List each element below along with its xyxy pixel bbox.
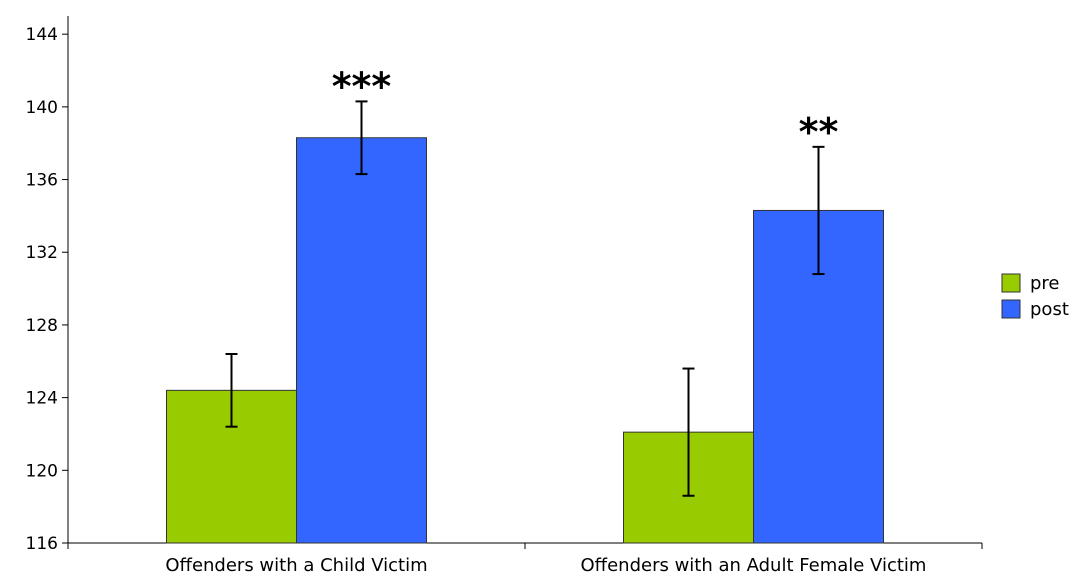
y-tick-label: 128: [26, 316, 58, 336]
significance-annotations: *****: [332, 64, 839, 153]
y-tick-label: 120: [26, 461, 58, 481]
bar-post: [296, 137, 427, 544]
y-tick-label: 116: [26, 534, 58, 554]
y-tick-label: 132: [26, 243, 58, 263]
error-bars: [225, 100, 825, 497]
legend: pre post: [1001, 273, 1069, 320]
y-tick-label: 140: [26, 98, 58, 118]
significance-label: **: [799, 110, 839, 154]
legend-swatch-post: [1001, 299, 1021, 319]
y-tick-label: 144: [26, 25, 58, 45]
legend-swatch-pre: [1001, 273, 1021, 293]
significance-label: ***: [332, 64, 392, 108]
y-tick-label: 124: [26, 389, 58, 409]
x-category-label: Offenders with an Adult Female Victim: [581, 555, 927, 576]
axes: 116 120 124 128 132 136 140 144 Offenders with a…: [26, 16, 983, 576]
legend-label-post: post: [1030, 299, 1069, 320]
legend-label-pre: pre: [1030, 273, 1060, 294]
y-tick-label: 136: [26, 171, 58, 191]
x-category-label: Offenders with a Child Victim: [165, 555, 427, 576]
bars: [166, 137, 884, 544]
